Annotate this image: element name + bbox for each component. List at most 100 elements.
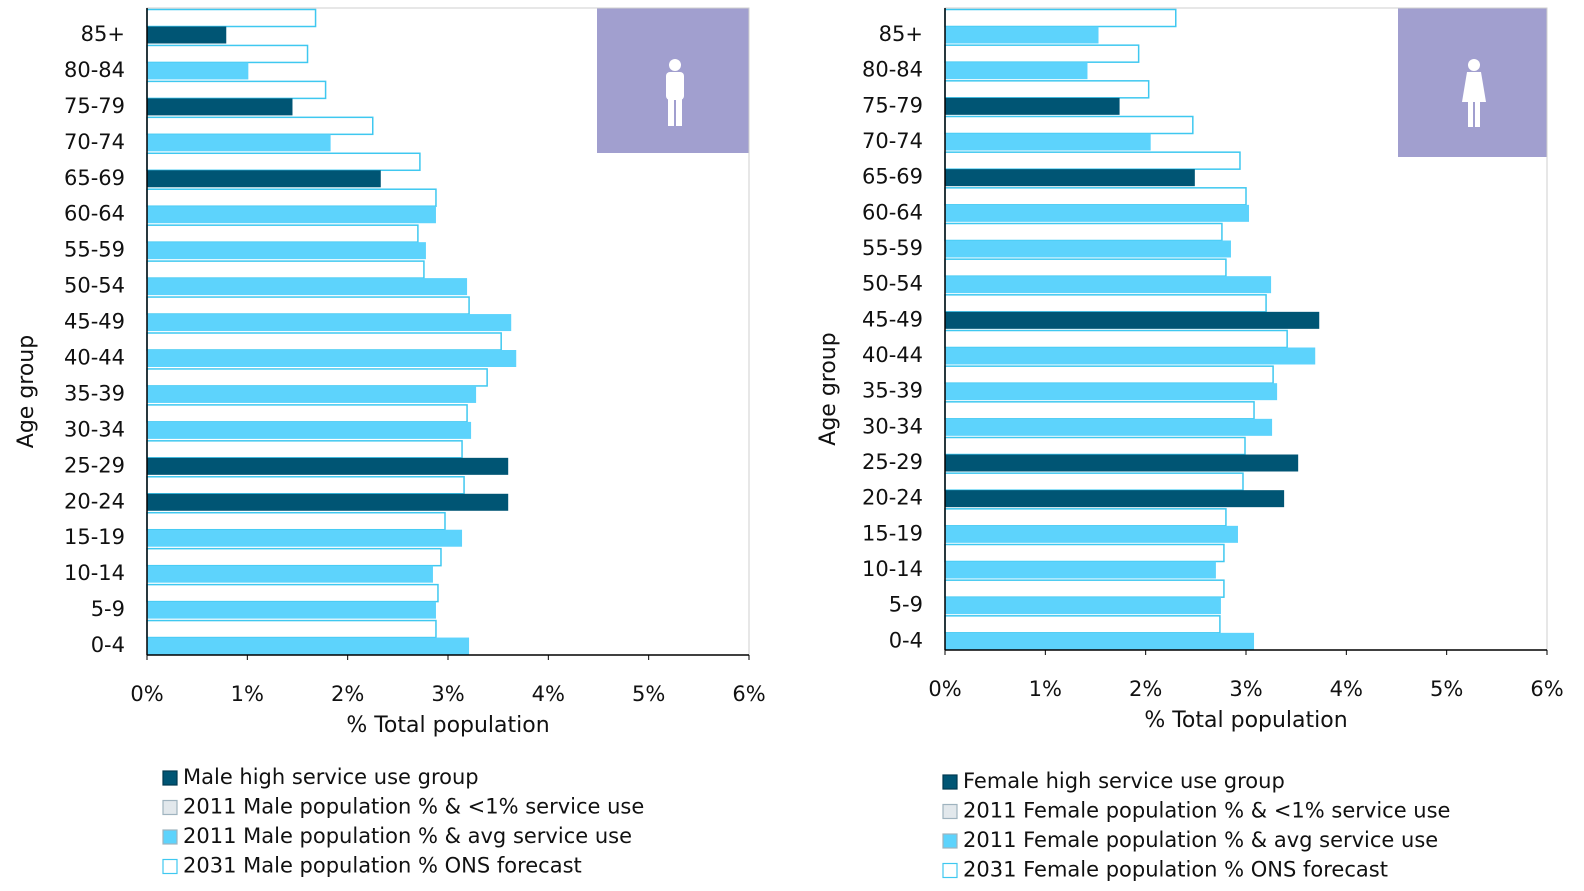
x-tick-label: 0% bbox=[130, 682, 163, 706]
bar-forecast bbox=[944, 80, 1150, 99]
bar bbox=[945, 454, 1299, 472]
bar bbox=[147, 457, 509, 475]
bar bbox=[147, 278, 468, 296]
bar bbox=[147, 637, 470, 655]
y-tick-label: 10-14 bbox=[862, 557, 923, 581]
y-tick-label: 10-14 bbox=[64, 561, 125, 585]
bar bbox=[147, 350, 517, 367]
y-tick-label: 75-79 bbox=[64, 94, 125, 118]
y-tick-label: 25-29 bbox=[64, 453, 125, 477]
bar-forecast bbox=[944, 365, 1274, 384]
bar-forecast bbox=[944, 151, 1241, 170]
x-tick-label: 2% bbox=[331, 682, 364, 706]
bar-forecast bbox=[146, 332, 502, 351]
legend-swatch bbox=[162, 799, 178, 816]
bar bbox=[147, 385, 477, 403]
y-tick-label: 70-74 bbox=[64, 130, 125, 154]
legend-swatch bbox=[942, 862, 958, 879]
bar-forecast bbox=[944, 258, 1227, 277]
bar-forecast bbox=[944, 44, 1140, 63]
bar bbox=[147, 314, 512, 332]
bar bbox=[945, 347, 1316, 365]
x-tick-label: 1% bbox=[231, 682, 264, 706]
y-tick-label: 40-44 bbox=[64, 346, 125, 370]
y-tick-label: 20-24 bbox=[64, 489, 125, 513]
y-tick-label: 65-69 bbox=[64, 166, 125, 190]
legend-label: Female high service use group bbox=[963, 769, 1285, 793]
bar bbox=[147, 529, 463, 547]
bar bbox=[147, 206, 436, 224]
bar-forecast bbox=[146, 368, 488, 387]
bar-forecast bbox=[146, 547, 442, 567]
bar bbox=[945, 383, 1278, 401]
bar bbox=[945, 597, 1221, 615]
y-tick-label: 85+ bbox=[879, 22, 923, 46]
legend-label: 2011 Female population % & avg service u… bbox=[963, 828, 1438, 852]
y-tick-label: 5-9 bbox=[889, 593, 923, 617]
bar-forecast bbox=[146, 260, 425, 279]
x-axis-title: % Total population bbox=[346, 713, 549, 738]
bar bbox=[147, 62, 249, 80]
legend-swatch bbox=[162, 829, 178, 845]
x-tick-label: 3% bbox=[1229, 677, 1262, 701]
x-tick-label: 5% bbox=[1430, 677, 1463, 701]
y-tick-label: 0-4 bbox=[889, 628, 923, 652]
bar-forecast bbox=[146, 583, 439, 603]
bar-forecast bbox=[146, 296, 470, 315]
y-tick-label: 65-69 bbox=[862, 165, 923, 189]
legend-label: 2011 Female population % & <1% service u… bbox=[963, 799, 1450, 823]
y-tick-label: 45-49 bbox=[64, 310, 125, 334]
bar-forecast bbox=[944, 472, 1244, 491]
legend-label: 2011 Male population % & avg service use bbox=[183, 824, 632, 848]
bar-forecast bbox=[944, 8, 1177, 28]
bar bbox=[945, 632, 1255, 650]
bar-forecast bbox=[944, 115, 1194, 135]
bar-forecast bbox=[146, 8, 317, 28]
x-tick-label: 6% bbox=[1530, 677, 1563, 701]
y-tick-label: 55-59 bbox=[64, 238, 125, 262]
bar-forecast bbox=[944, 401, 1255, 420]
bar-forecast bbox=[944, 615, 1221, 634]
bar bbox=[147, 565, 433, 583]
bar bbox=[945, 240, 1231, 258]
y-tick-label: 25-29 bbox=[862, 450, 923, 474]
y-tick-label: 85+ bbox=[81, 22, 125, 46]
y-tick-label: 35-39 bbox=[862, 379, 923, 403]
legend-label: 2031 Male population % ONS forecast bbox=[183, 854, 582, 878]
y-tick-label: 60-64 bbox=[64, 202, 125, 226]
bar-forecast bbox=[944, 294, 1267, 313]
male-icon bbox=[597, 8, 749, 153]
y-tick-label: 80-84 bbox=[64, 58, 125, 82]
bar bbox=[945, 525, 1238, 543]
y-axis-title: Age group bbox=[14, 335, 39, 448]
x-tick-label: 4% bbox=[1330, 677, 1363, 701]
bar-forecast bbox=[944, 436, 1246, 456]
y-tick-label: 50-54 bbox=[64, 274, 125, 298]
x-tick-label: 6% bbox=[732, 682, 765, 706]
y-tick-label: 70-74 bbox=[862, 129, 923, 153]
x-tick-label: 2% bbox=[1129, 677, 1162, 701]
bar bbox=[945, 204, 1250, 222]
y-tick-label: 5-9 bbox=[91, 597, 125, 621]
y-tick-label: 20-24 bbox=[862, 486, 923, 510]
x-tick-label: 0% bbox=[928, 677, 961, 701]
y-tick-label: 35-39 bbox=[64, 381, 125, 405]
y-tick-label: 40-44 bbox=[862, 343, 923, 367]
bar-forecast bbox=[146, 440, 463, 459]
x-tick-label: 5% bbox=[632, 682, 665, 706]
legend-swatch bbox=[942, 774, 958, 790]
bar bbox=[147, 26, 227, 44]
legend-swatch bbox=[942, 803, 958, 820]
bar-forecast bbox=[944, 222, 1223, 242]
bar bbox=[945, 97, 1120, 115]
y-tick-label: 30-34 bbox=[862, 414, 923, 438]
bar bbox=[147, 98, 293, 116]
bar-forecast bbox=[146, 116, 374, 136]
bar bbox=[945, 133, 1151, 151]
bar-forecast bbox=[146, 44, 309, 64]
y-axis-title: Age group bbox=[816, 332, 841, 445]
y-tick-label: 75-79 bbox=[862, 93, 923, 117]
legend-swatch bbox=[162, 858, 178, 875]
x-tick-label: 1% bbox=[1029, 677, 1062, 701]
bar bbox=[945, 311, 1320, 329]
